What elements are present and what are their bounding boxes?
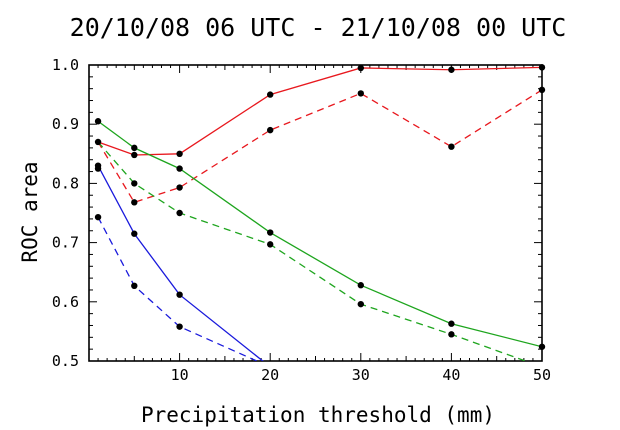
data-point [267, 126, 274, 134]
chart-title: 20/10/08 06 UTC - 21/10/08 00 UTC [70, 13, 567, 42]
data-point [448, 66, 455, 73]
series-line-1 [97, 66, 542, 156]
series-line-6 [97, 216, 259, 361]
data-point [131, 282, 138, 290]
data-point [94, 118, 102, 125]
data-point [357, 282, 364, 289]
x-tick-label: 40 [442, 366, 460, 384]
series-line-4 [97, 141, 528, 361]
data-point [94, 213, 102, 221]
data-point [357, 300, 364, 308]
y-tick-label: 0.5 [52, 352, 79, 370]
data-point [448, 320, 455, 327]
data-point [176, 150, 183, 157]
data-point [131, 180, 138, 187]
plot-frame [88, 64, 543, 362]
data-point [448, 331, 455, 338]
series-lines [97, 66, 542, 361]
data-point [176, 184, 183, 191]
data-point [176, 291, 183, 298]
y-tick-label: 0.6 [52, 293, 79, 311]
data-point [448, 143, 455, 150]
x-tick-label: 20 [261, 366, 279, 384]
y-tick-label: 0.9 [52, 115, 79, 133]
x-tick-label: 10 [171, 366, 189, 384]
y-tick-label: 0.7 [52, 234, 79, 252]
x-axis-label: Precipitation threshold (mm) [141, 403, 495, 427]
data-markers [94, 64, 546, 350]
data-point [131, 230, 138, 237]
axes: 10 20 30 40 50 0.5 0.6 0.7 0.8 0.9 1.0 [52, 56, 551, 384]
y-axis-label: ROC area [18, 161, 42, 262]
series-line-3 [97, 120, 542, 348]
data-point [538, 64, 546, 71]
data-point [267, 241, 274, 248]
data-point [267, 229, 274, 236]
data-point [267, 91, 274, 98]
data-point [176, 165, 183, 172]
x-tick-label: 50 [533, 366, 551, 384]
data-point [538, 86, 546, 94]
series-line-2 [97, 89, 542, 204]
data-point [176, 209, 183, 217]
series-line-5 [97, 165, 264, 361]
data-point [538, 343, 546, 350]
data-point [131, 144, 138, 152]
x-tick-label: 30 [352, 366, 370, 384]
data-point [131, 199, 138, 206]
y-tick-label: 0.8 [52, 174, 79, 192]
data-point [94, 165, 102, 172]
y-tick-label: 1.0 [52, 56, 79, 74]
data-point [357, 64, 364, 72]
data-point [176, 323, 183, 330]
data-point [357, 90, 364, 97]
data-point [131, 151, 138, 159]
data-point [94, 138, 102, 146]
